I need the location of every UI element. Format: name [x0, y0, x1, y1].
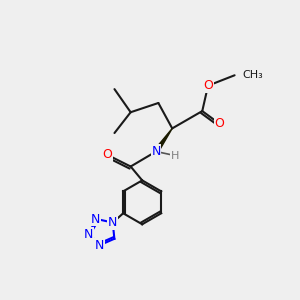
Text: N: N: [108, 216, 118, 229]
Text: N: N: [91, 213, 100, 226]
Polygon shape: [154, 128, 172, 153]
Text: H: H: [171, 151, 179, 161]
Text: O: O: [103, 148, 112, 161]
Text: O: O: [214, 117, 224, 130]
Text: N: N: [84, 228, 93, 241]
Text: O: O: [203, 79, 213, 92]
Text: N: N: [152, 145, 161, 158]
Text: CH₃: CH₃: [243, 70, 263, 80]
Text: N: N: [95, 239, 104, 252]
